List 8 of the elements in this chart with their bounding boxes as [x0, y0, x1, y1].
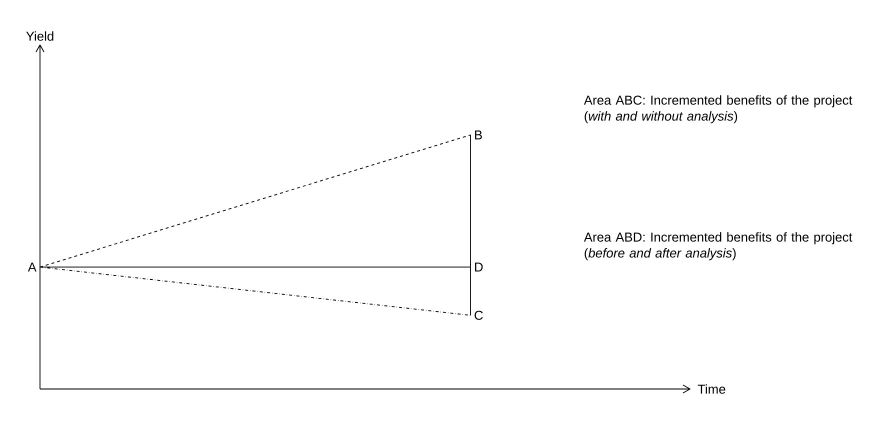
x-axis-title: Time [698, 384, 726, 394]
text: Area ABC: Incremented benefits of the project (with and without analysis) [584, 95, 852, 124]
annotation: C [474, 310, 483, 320]
text: A [28, 262, 36, 272]
annotation: D [475, 262, 483, 272]
text: Yield [26, 31, 54, 41]
annotation: Area ABD: Incremented benefits of the project (before and after analysis) [584, 232, 852, 260]
annotation: B [475, 130, 482, 140]
